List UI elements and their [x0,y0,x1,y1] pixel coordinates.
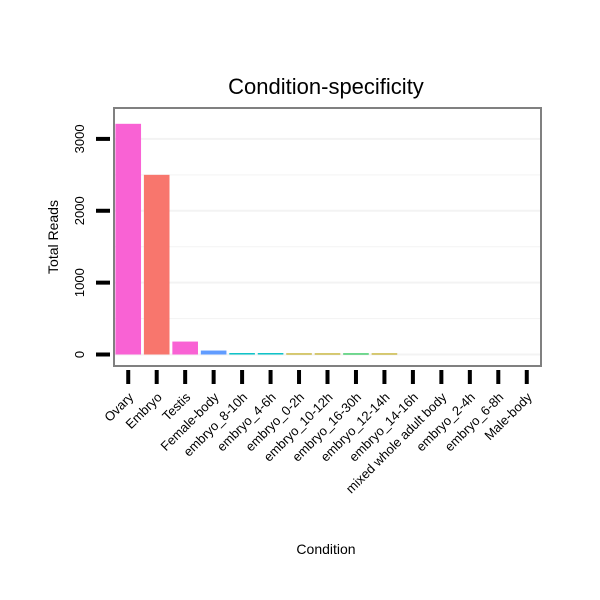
plot-background [114,108,541,366]
y-tick-label: 0 [72,351,87,358]
grid-lines [114,137,541,356]
y-axis-ticks: 0 1000 2000 3000 [72,124,110,358]
y-tick-label: 1000 [72,268,87,297]
bar [257,353,284,355]
bar [286,353,312,355]
y-axis-label: Total Reads [45,200,61,274]
bar [343,353,369,355]
bar [143,174,170,355]
plot-area [114,108,541,366]
bar [115,123,142,355]
x-axis-ticks: OvaryEmbryoTestisFemale-bodyembryo_8-10h… [101,370,535,496]
y-tick-label: 2000 [72,196,87,225]
bar [172,341,198,355]
chart-title: Condition-specificity [228,74,424,99]
y-tick-label: 3000 [72,124,87,153]
bar [200,350,227,355]
bar [371,353,398,355]
bar [314,353,341,355]
plot-frame [113,107,542,367]
bar [229,353,255,355]
bars [115,123,398,355]
x-axis-label: Condition [296,541,355,557]
